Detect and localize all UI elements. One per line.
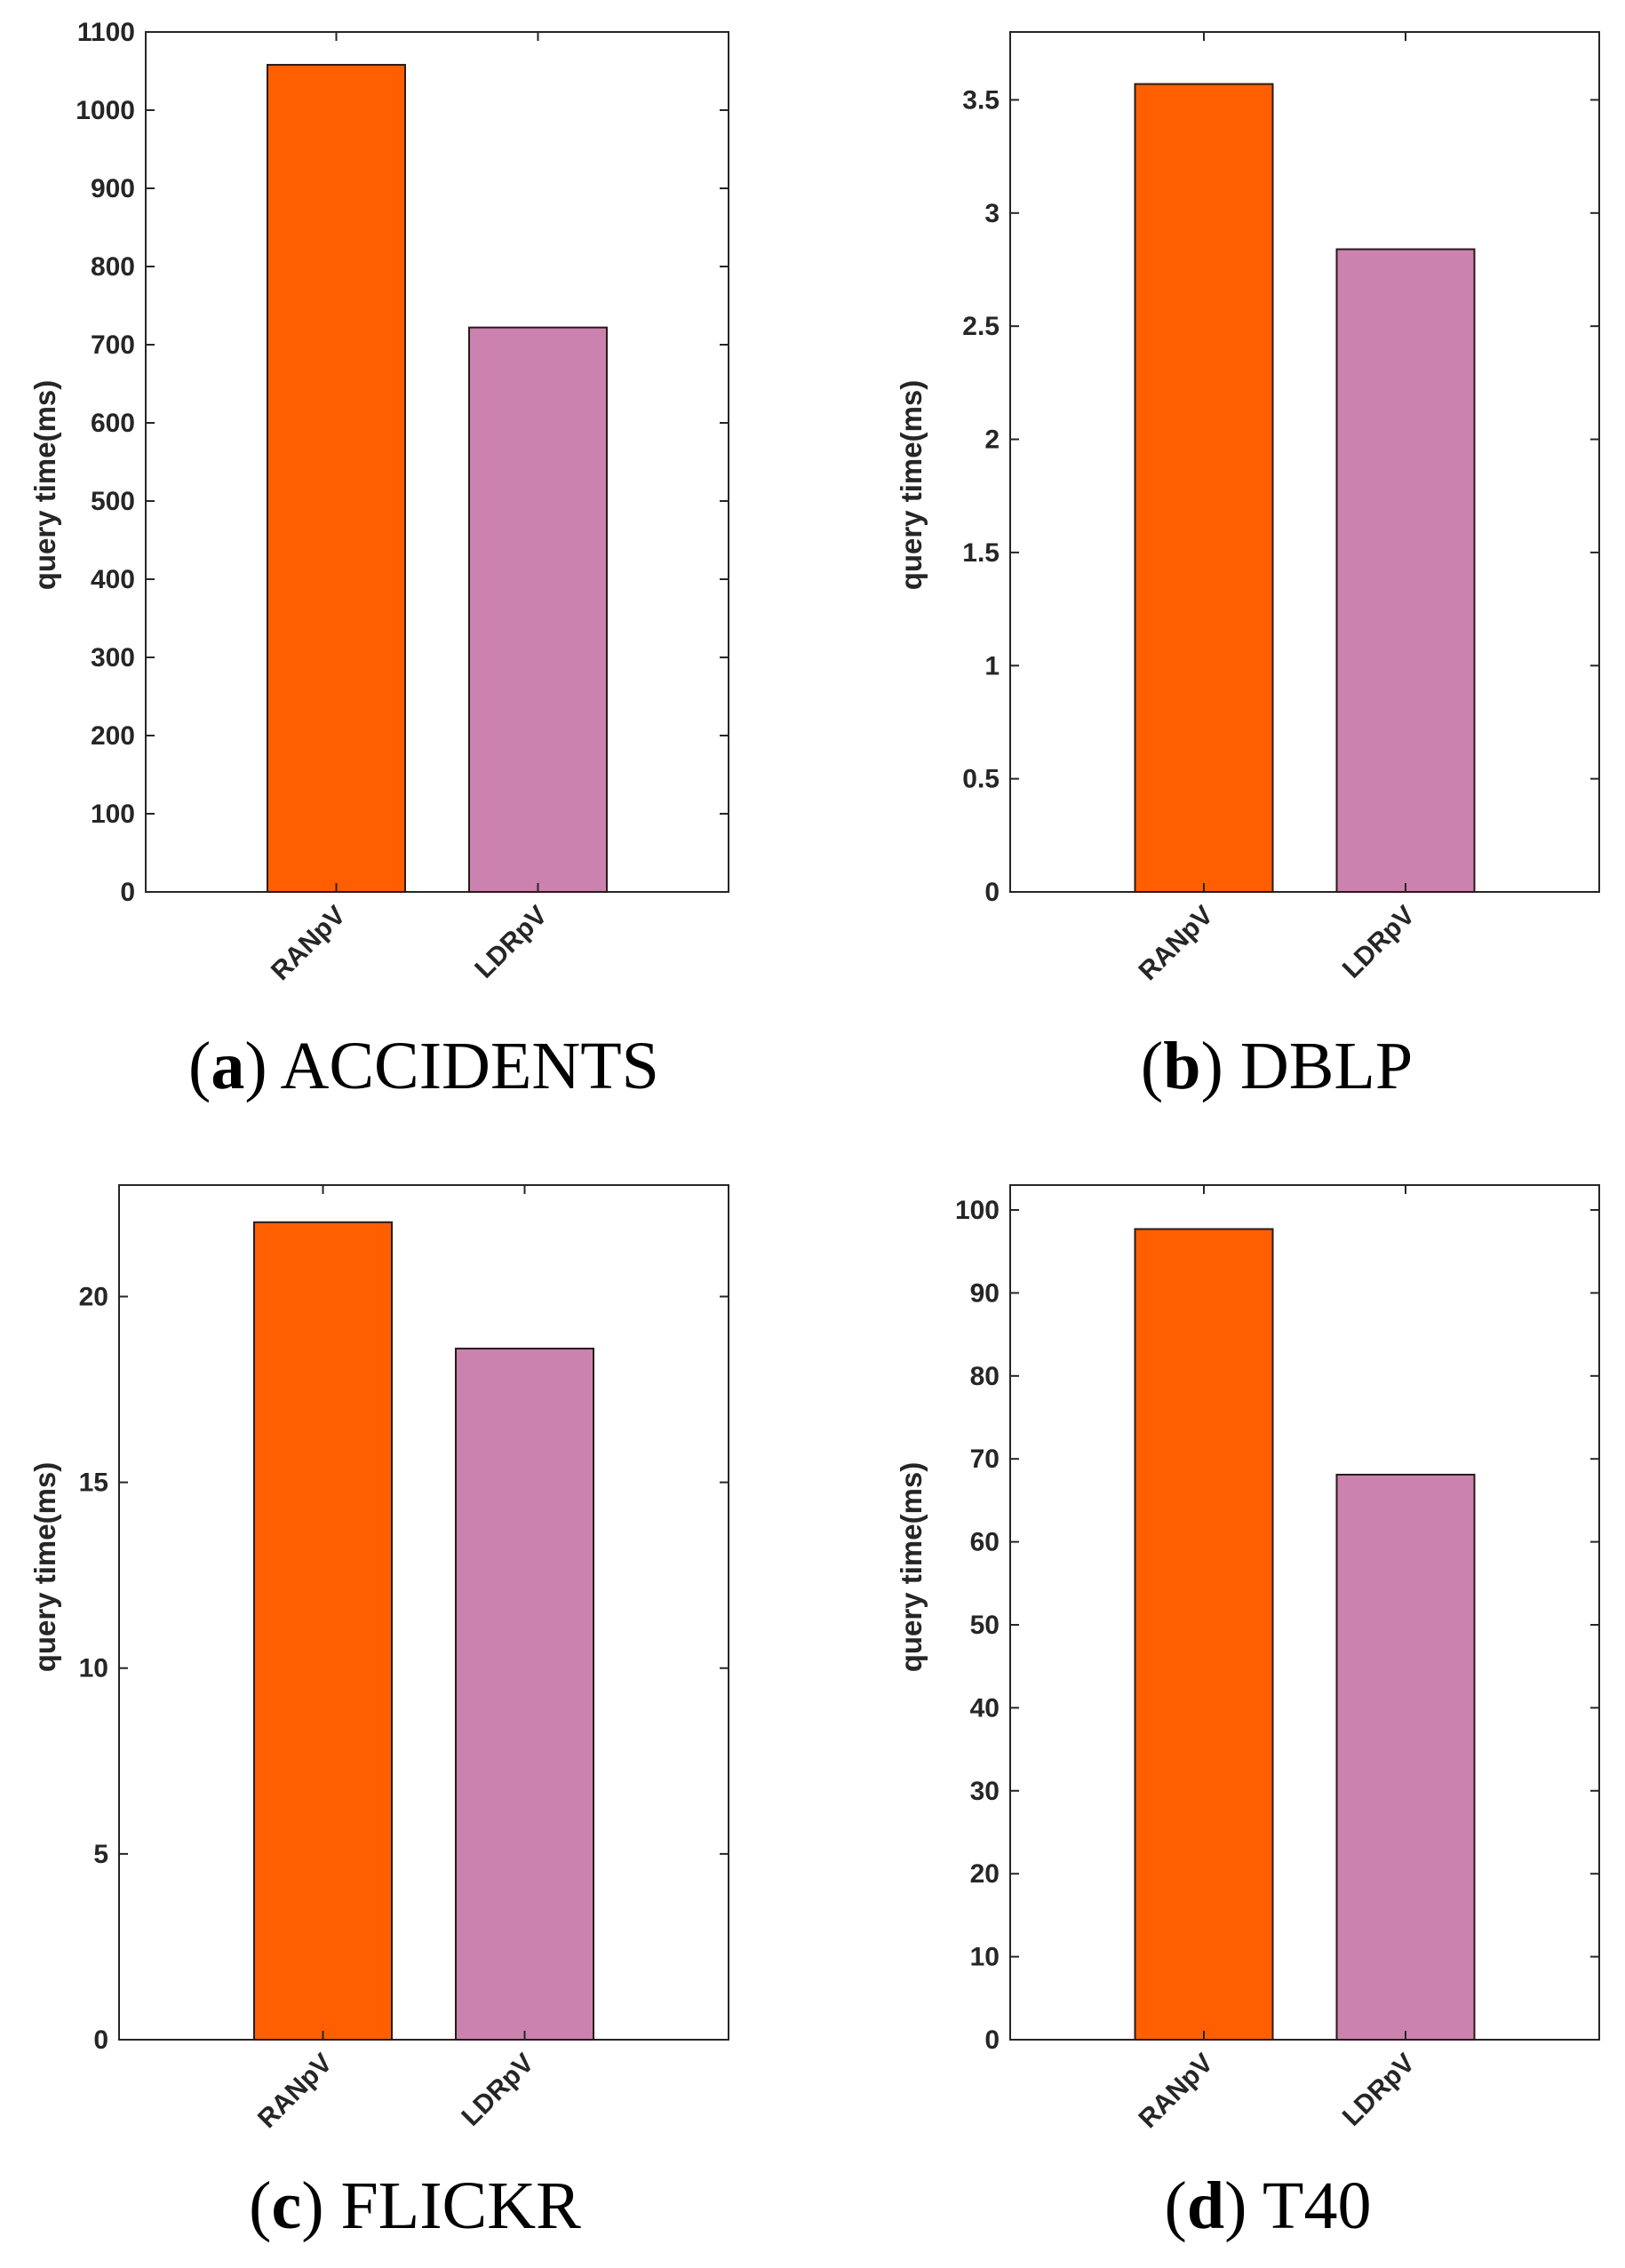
y-axis-label: query time(ms) (28, 380, 61, 591)
y-tick-label: 10 (970, 1943, 1000, 1972)
plot-area (145, 31, 729, 893)
caption-close-paren: ) (244, 1029, 267, 1103)
y-tick-label: 80 (970, 1362, 1000, 1391)
caption-dataset-name: ACCIDENTS (280, 1029, 658, 1103)
y-tick-label: 1100 (77, 18, 135, 47)
chart-panel-a: query time(ms) (a) ACCIDENTS 0 100 200 300 4… (28, 18, 729, 1103)
y-tick-label: 0 (984, 2025, 1000, 2055)
caption-open-paren: ( (188, 1029, 211, 1103)
caption-close-paren: ) (1201, 1029, 1223, 1103)
caption: (a) ACCIDENTS (188, 1029, 659, 1103)
chart-panel-c: query time(ms) (c) FLICKR 0 5 10 15 20 RANpV L… (28, 1184, 729, 2243)
bar-ldrpv (468, 326, 608, 893)
y-axis-label: query time(ms) (895, 380, 928, 591)
y-tick-label: 1 (984, 651, 1000, 680)
caption-close-paren: ) (301, 2169, 323, 2243)
chart-panel-b: query time(ms) (b) DBLP 0 0.5 1 1.5 2 2.5 3 3.5… (895, 31, 1600, 1103)
bar-ldrpv (1335, 1473, 1476, 2041)
caption: (c) FLICKR (249, 2169, 581, 2243)
caption-open-paren: ( (1141, 1029, 1163, 1103)
y-tick-label: 0 (984, 878, 1000, 907)
x-tick-label: RANpV (1134, 2049, 1219, 2134)
y-tick-label: 3 (984, 199, 1000, 228)
y-tick-label: 100 (91, 800, 135, 829)
y-axis-label: query time(ms) (895, 1462, 928, 1673)
y-tick-label: 400 (91, 565, 135, 594)
bar-ldrpv (1335, 248, 1476, 893)
caption-letter: b (1163, 1029, 1200, 1103)
y-tick-label: 500 (91, 487, 135, 516)
y-tick-label: 30 (970, 1777, 1000, 1806)
y-tick-label: 600 (91, 409, 135, 438)
chart-panel-d: query time(ms) (d) T40 0 10 20 30 40 50 60 70 80… (895, 1184, 1600, 2243)
y-tick-label: 50 (970, 1611, 1000, 1640)
caption-dataset-name: T40 (1263, 2169, 1371, 2243)
y-tick-label: 20 (79, 1282, 108, 1311)
caption-letter: c (271, 2169, 301, 2243)
y-axis-label: query time(ms) (28, 1462, 61, 1673)
y-tick-label: 40 (970, 1693, 1000, 1723)
bar-ranpv (1134, 83, 1274, 893)
x-tick-label: LDRpV (1337, 901, 1421, 984)
y-tick-label: 800 (91, 252, 135, 282)
x-tick-label: RANpV (1134, 901, 1219, 986)
caption-dataset-name: FLICKR (341, 2169, 582, 2243)
y-tick-label: 2 (984, 426, 1000, 455)
x-tick-label: LDRpV (1337, 2049, 1421, 2132)
y-tick-label: 5 (93, 1840, 108, 1869)
plot-area (1009, 1184, 1600, 2041)
y-tick-label: 200 (91, 721, 135, 751)
y-tick-label: 60 (970, 1528, 1000, 1557)
y-tick-label: 100 (955, 1196, 1000, 1225)
caption-letter: d (1187, 2169, 1224, 2243)
y-tick-label: 900 (91, 174, 135, 203)
y-tick-label: 1000 (76, 96, 135, 125)
caption: (d) T40 (1165, 2169, 1372, 2243)
y-tick-label: 2.5 (962, 312, 1000, 341)
x-tick-label: RANpV (252, 2049, 338, 2134)
y-tick-label: 90 (970, 1278, 1000, 1308)
y-tick-label: 15 (79, 1468, 108, 1498)
x-tick-label: LDRpV (456, 2049, 539, 2132)
bar-ranpv (253, 1221, 393, 2041)
y-tick-label: 0.5 (962, 765, 1000, 794)
plot-area (118, 1184, 729, 2041)
caption-open-paren: ( (249, 2169, 271, 2243)
bar-ranpv (267, 63, 406, 893)
y-tick-label: 10 (79, 1654, 108, 1683)
caption-close-paren: ) (1224, 2169, 1247, 2243)
caption-open-paren: ( (1165, 2169, 1187, 2243)
y-tick-label: 0 (93, 2025, 108, 2055)
caption-dataset-name: DBLP (1240, 1029, 1413, 1103)
y-tick-label: 0 (120, 878, 135, 907)
y-tick-label: 300 (91, 643, 135, 672)
caption-letter: a (211, 1029, 244, 1103)
y-tick-label: 1.5 (962, 538, 1000, 568)
bar-ldrpv (455, 1348, 594, 2041)
y-tick-label: 70 (970, 1444, 1000, 1474)
plot-area (1009, 31, 1600, 893)
caption: (b) DBLP (1141, 1029, 1413, 1103)
y-tick-label: 3.5 (962, 85, 1000, 115)
x-tick-label: RANpV (266, 901, 351, 986)
x-tick-label: LDRpV (469, 901, 553, 984)
bar-ranpv (1134, 1228, 1274, 2041)
y-tick-label: 700 (91, 330, 135, 360)
y-tick-label: 20 (970, 1859, 1000, 1889)
